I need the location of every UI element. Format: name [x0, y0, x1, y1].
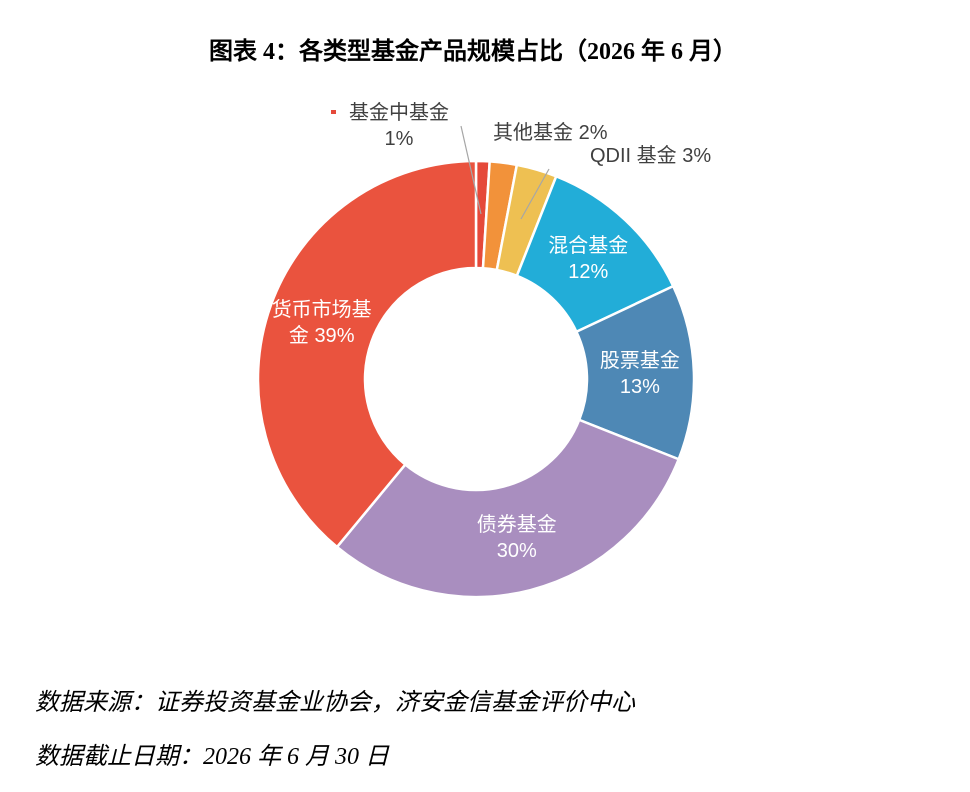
data-label-bond-funds: 债券基金 30% [477, 512, 557, 564]
data-label-fund-of-funds: 基金中基金 1% [349, 100, 449, 152]
label-category: 基金中基金 [349, 102, 449, 124]
figure-caption: 图表 4：各类型基金产品规模占比（2026 年 6 月） [209, 39, 737, 65]
label-category: QDII 基金 [590, 145, 677, 167]
legend-key-fund-of-funds [331, 110, 336, 114]
label-category: 股票基金 [599, 349, 680, 372]
label-unit: % [590, 261, 609, 284]
data-label-money-market-funds: 货币市场基金 39% [270, 297, 374, 349]
leader-line-qdii-funds [520, 168, 550, 220]
label-value: 12 [568, 261, 591, 284]
label-value: 30 [496, 539, 519, 562]
label-value: 1 [384, 128, 396, 150]
label-category: 货币市场基金 [271, 299, 372, 348]
slice-bond-funds [335, 418, 680, 599]
leader-line-fund-of-funds [460, 125, 482, 215]
label-category: 混合基金 [548, 235, 629, 258]
source-note: 数据来源：证券投资基金业协会，济安金信基金评价中心 [35, 690, 635, 716]
leader-lines [331, 110, 550, 220]
label-value: 3 [682, 145, 694, 167]
label-unit: % [693, 145, 712, 167]
label-value: 13 [619, 375, 643, 398]
data-label-other-funds: 其他基金 2% [493, 120, 607, 146]
label-category: 其他基金 [493, 122, 573, 144]
slice-money-market-funds [256, 159, 478, 549]
data-label-equity-funds: 股票基金 13% [600, 348, 680, 400]
label-value: 2 [578, 122, 590, 144]
data-label-qdii-funds: QDII 基金 3% [590, 143, 711, 169]
label-unit: % [642, 375, 660, 398]
label-category: 债券基金 [476, 513, 557, 536]
label-unit: % [589, 122, 608, 144]
label-unit: % [519, 539, 537, 562]
date-note: 数据截止日期：2026 年 6 月 30 日 [35, 744, 389, 770]
data-labels: 基金中基金 1% 其他基金 2% QDII 基金 3% 混合基金 12% 股票基金 13% 债券… [270, 100, 712, 564]
data-label-hybrid-funds: 混合基金 12% [548, 233, 628, 285]
donut-slices [256, 159, 696, 599]
label-value: 39 [314, 325, 337, 348]
label-unit: % [395, 128, 414, 150]
donut-chart [256, 110, 696, 599]
label-unit: % [336, 325, 355, 348]
